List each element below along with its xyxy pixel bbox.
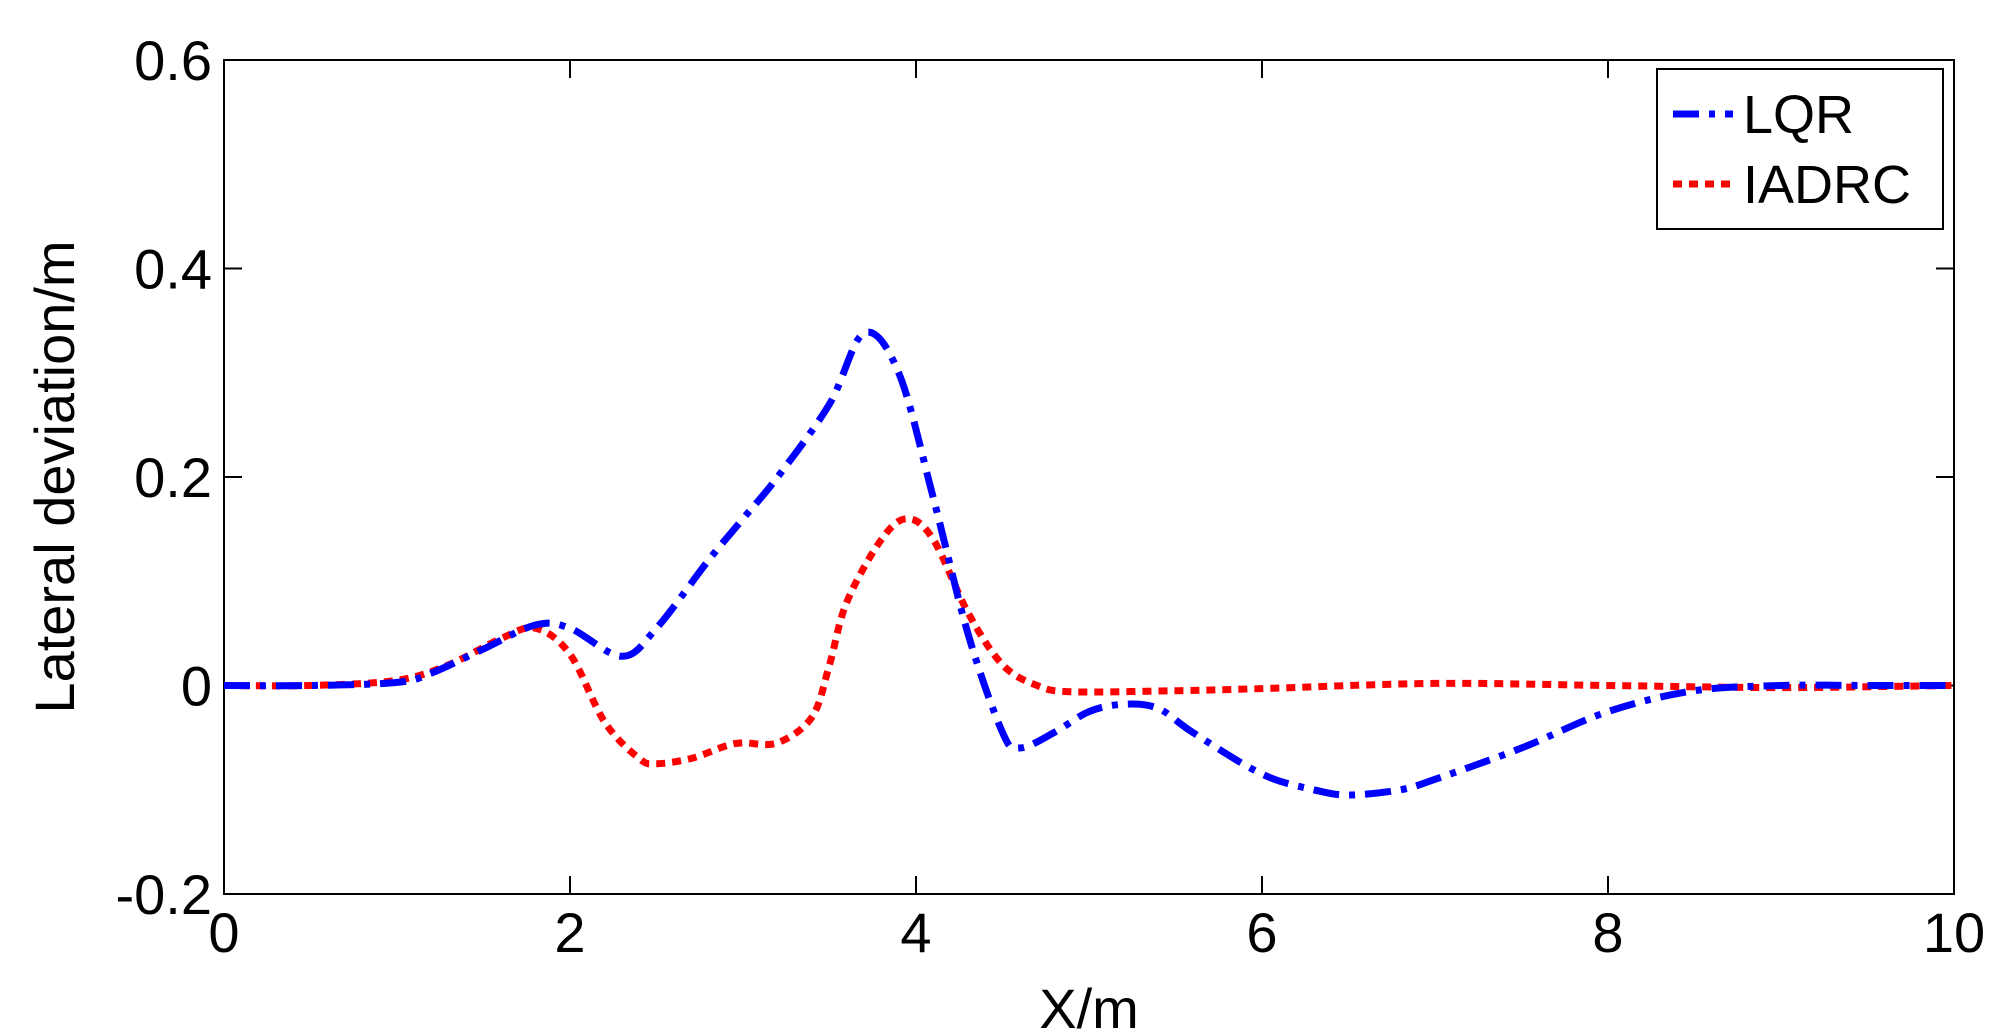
- legend-label-lqr: LQR: [1743, 85, 1854, 145]
- x-tick-label: 0: [208, 901, 239, 964]
- legend-label-iadrc: IADRC: [1743, 155, 1911, 215]
- x-tick-label: 8: [1592, 901, 1623, 964]
- y-tick-label: 0.6: [134, 29, 212, 92]
- x-axis-label: X/m: [1039, 977, 1139, 1036]
- x-tick-label: 4: [900, 901, 931, 964]
- y-tick-label: -0.2: [116, 863, 213, 926]
- series-line-lqr: [223, 328, 1954, 799]
- series-layer: [223, 328, 1955, 799]
- tick-labels: 0 2 4 6 8 10-0.200.20.40.6: [116, 29, 1986, 964]
- x-tick-label: 6: [1246, 901, 1277, 964]
- legend-box: [1656, 68, 1944, 230]
- legend: LQR IADRC: [1656, 68, 1944, 230]
- x-tick-label: 2: [554, 901, 585, 964]
- x-tick-label: 10: [1923, 901, 1985, 964]
- y-axis-label: Lateral deviation/m: [23, 240, 86, 713]
- y-tick-label: 0: [181, 655, 212, 718]
- y-tick-label: 0.2: [134, 446, 212, 509]
- y-tick-label: 0.4: [134, 238, 212, 301]
